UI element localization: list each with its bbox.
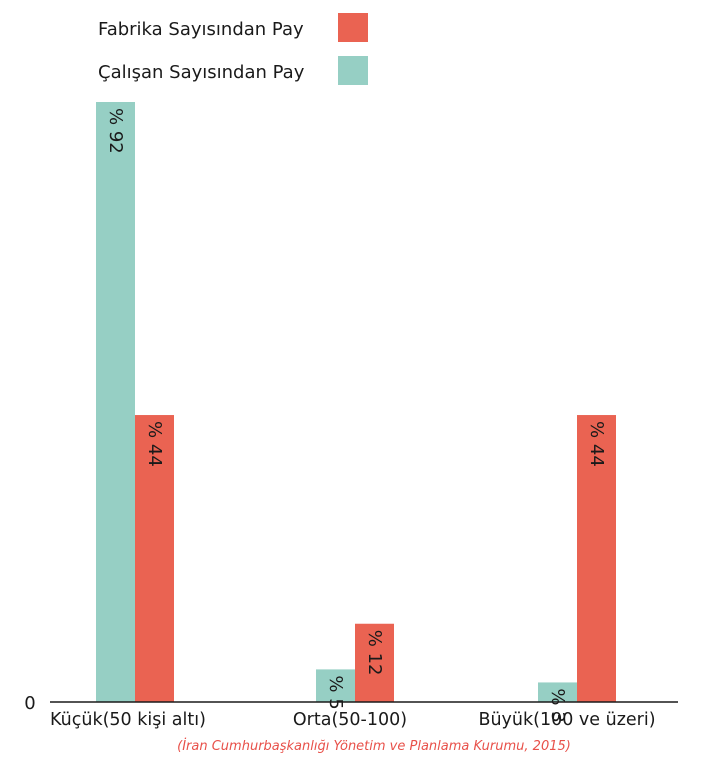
bar-fabrika-2 xyxy=(355,623,394,702)
data-label-calisan-2: % 5 xyxy=(325,675,346,709)
legend-label-1: Fabrika Sayısından Pay xyxy=(98,19,304,40)
bar-fabrika-3 xyxy=(577,415,616,702)
category-label-3: Büyük(100 ve üzeri) xyxy=(478,710,655,730)
legend-label-2: Çalışan Sayısından Pay xyxy=(98,62,305,83)
data-label-fabrika-2: % 12 xyxy=(364,630,385,676)
y-tick-label-0: 0 xyxy=(24,693,35,714)
bar-fabrika-1 xyxy=(135,415,174,702)
data-label-fabrika-3: % 44 xyxy=(586,421,607,467)
data-label-calisan-3: % 3 xyxy=(547,688,568,722)
bar-calisan-1 xyxy=(96,102,135,702)
bar-calisan-3 xyxy=(538,682,577,702)
legend-swatch-1 xyxy=(338,13,368,42)
data-label-fabrika-1: % 44 xyxy=(144,421,165,467)
legend-swatch-2 xyxy=(338,56,368,85)
category-label-1: Küçük(50 kişi altı) xyxy=(50,710,206,730)
data-label-calisan-1: % 92 xyxy=(105,108,126,154)
bar-calisan-2 xyxy=(316,669,355,702)
source-note: (İran Cumhurbaşkanlığı Yönetim ve Planla… xyxy=(177,738,571,754)
category-label-2: Orta(50-100) xyxy=(293,710,407,730)
